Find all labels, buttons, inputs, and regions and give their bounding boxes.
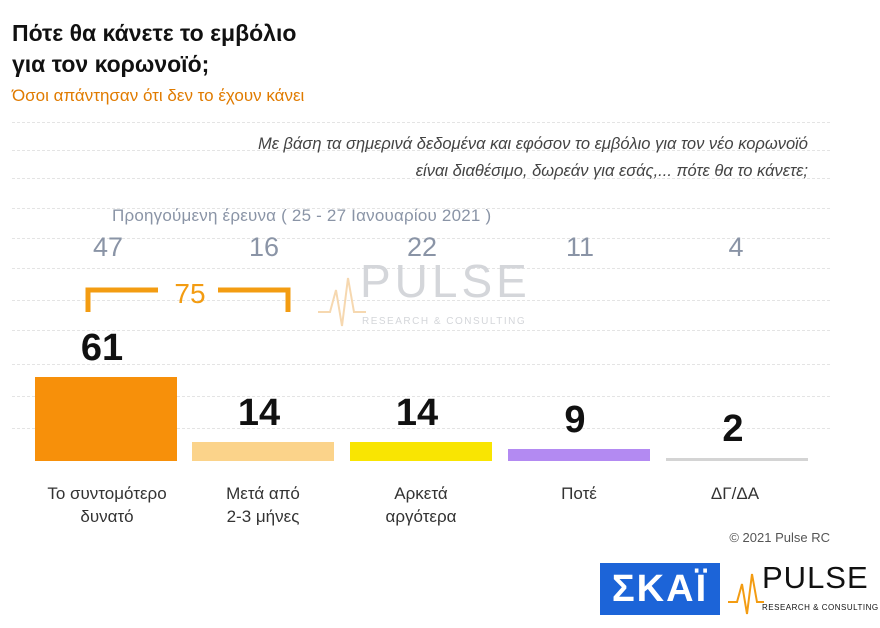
bar — [192, 442, 334, 461]
previous-value: 11 — [565, 232, 595, 262]
chart-subtitle: Όσοι απάντησαν ότι δεν το έχουν κάνει — [12, 86, 305, 105]
watermark-pulse-wave-icon — [318, 277, 366, 327]
category-label: Αρκετά αργότερα — [346, 482, 496, 528]
bar — [508, 449, 650, 461]
category-label-line-2: 2-3 μήνες — [226, 507, 300, 526]
question-line-2: είναι διαθέσιμο, δωρεάν για εσάς,... πότ… — [415, 162, 808, 180]
gridline — [12, 364, 830, 365]
category-label-line-1: Το συντομότερο — [47, 484, 167, 503]
bar — [35, 377, 177, 461]
previous-survey-label: Προηγούμενη έρευνα ( 25 - 27 Ιανουαρίου … — [112, 206, 492, 225]
category-label-line-1: Ποτέ — [561, 484, 597, 503]
bar — [350, 442, 492, 461]
bar-value-label: 9 — [564, 399, 586, 441]
gridline — [12, 396, 830, 397]
copyright-text: © 2021 Pulse RC — [729, 530, 830, 545]
title-line-1: Πότε θα κάνετε το εμβόλιο — [12, 20, 297, 46]
gridline — [12, 238, 830, 239]
chart-title: Πότε θα κάνετε το εμβόλιο για τον κορωνο… — [12, 18, 296, 80]
bar-value-label: 2 — [722, 408, 744, 450]
pulse-logo-tagline: RESEARCH & CONSULTING — [762, 603, 879, 612]
previous-value: 22 — [406, 232, 438, 262]
category-label: Το συντομότερο δυνατό — [32, 482, 182, 528]
category-label: Μετά από 2-3 μήνες — [188, 482, 338, 528]
pulse-wave-icon — [728, 573, 764, 615]
question-line-1: Με βάση τα σημερινά δεδομένα και εφόσον … — [257, 135, 808, 153]
previous-value: 16 — [248, 232, 280, 262]
combined-value: 75 — [174, 278, 206, 309]
gridline — [12, 268, 830, 269]
category-label-line-2: δυνατό — [80, 507, 134, 526]
watermark-tagline: RESEARCH & CONSULTING — [362, 316, 527, 327]
bar — [666, 458, 808, 461]
category-label: ΔΓ/ΔΑ — [660, 482, 810, 505]
previous-value: 47 — [92, 232, 124, 262]
pulse-logo-text: PULSE — [762, 560, 869, 595]
category-label-line-1: Αρκετά — [394, 484, 448, 503]
skai-logo: ΣΚΑΪ — [600, 563, 720, 615]
title-line-2: για τον κορωνοϊό; — [12, 51, 210, 77]
gridline — [12, 122, 830, 123]
bar-value-label: 14 — [237, 392, 281, 434]
gridline — [12, 330, 830, 331]
gridline — [12, 150, 830, 151]
gridline — [12, 300, 830, 301]
category-label-line-1: ΔΓ/ΔΑ — [710, 484, 760, 503]
category-label-line-1: Μετά από — [226, 484, 300, 503]
bar-value-label: 14 — [395, 392, 439, 434]
previous-value: 4 — [728, 232, 744, 262]
combined-bracket — [85, 287, 291, 312]
category-label-line-2: αργότερα — [385, 507, 457, 526]
gridline — [12, 428, 830, 429]
gridline — [12, 208, 830, 209]
bar-value-label: 61 — [80, 327, 124, 369]
watermark-text: PULSE — [360, 255, 531, 307]
gridline — [12, 178, 830, 179]
category-label: Ποτέ — [504, 482, 654, 505]
survey-question: Με βάση τα σημερινά δεδομένα και εφόσον … — [108, 131, 808, 185]
